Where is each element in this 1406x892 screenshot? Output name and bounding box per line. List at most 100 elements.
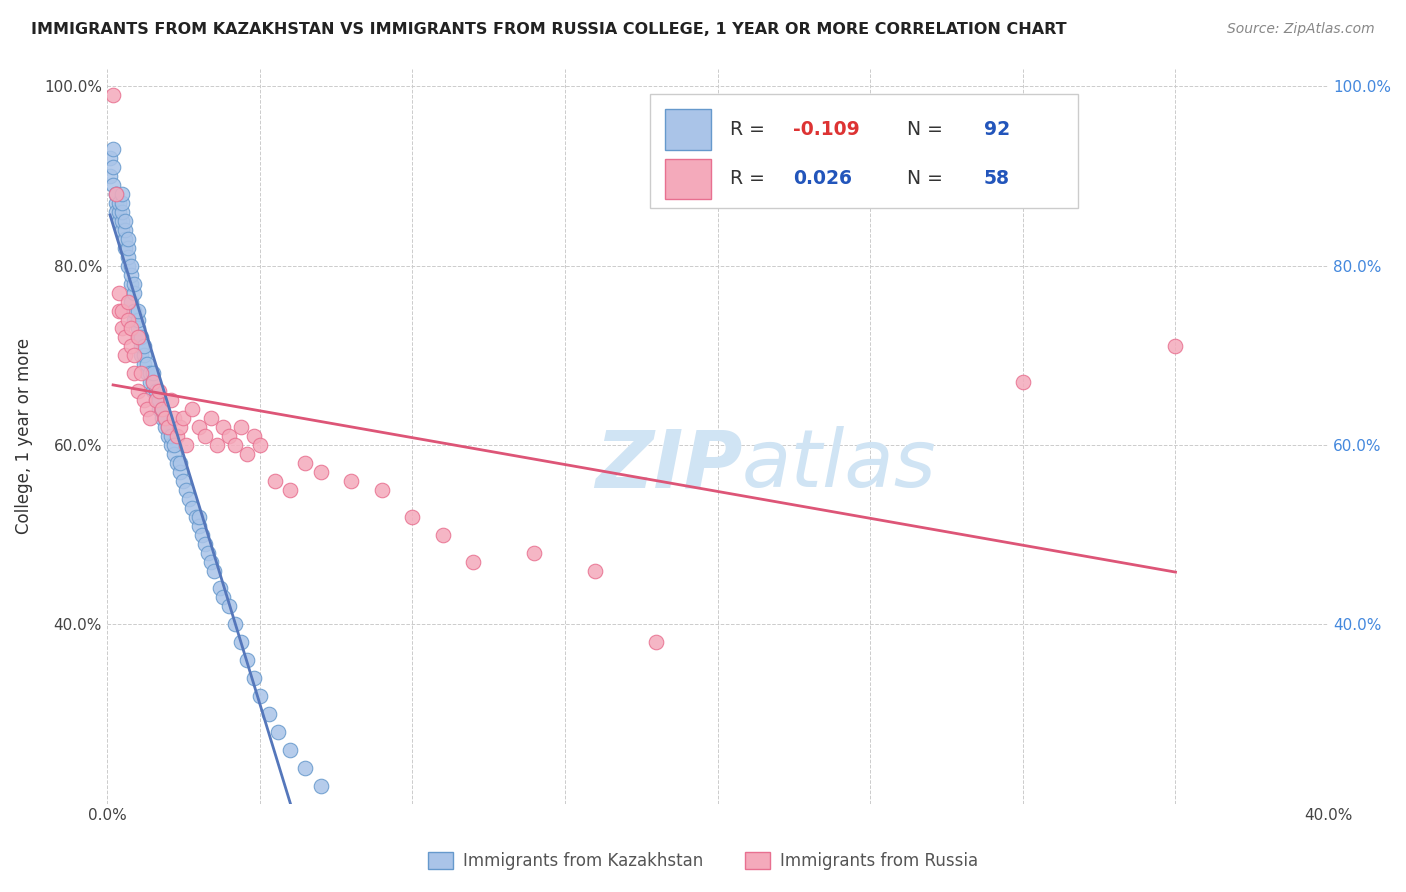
Point xyxy=(98,169,121,183)
Point xyxy=(120,294,142,309)
Point xyxy=(278,743,301,757)
Point xyxy=(218,429,240,443)
Point xyxy=(127,330,149,344)
Point xyxy=(231,420,253,434)
Point xyxy=(163,447,186,461)
Point xyxy=(108,285,131,300)
Point xyxy=(169,420,191,434)
Text: N =: N = xyxy=(894,169,949,188)
Point xyxy=(138,411,160,425)
Point xyxy=(153,411,176,425)
Text: IMMIGRANTS FROM KAZAKHSTAN VS IMMIGRANTS FROM RUSSIA COLLEGE, 1 YEAR OR MORE COR: IMMIGRANTS FROM KAZAKHSTAN VS IMMIGRANTS… xyxy=(31,22,1067,37)
Point xyxy=(105,187,128,202)
Point xyxy=(208,582,231,596)
Point xyxy=(108,214,131,228)
Point xyxy=(1164,339,1187,353)
Point xyxy=(127,312,149,326)
Point xyxy=(132,393,155,408)
Point xyxy=(111,303,134,318)
Point xyxy=(294,456,316,470)
Point xyxy=(645,635,668,649)
Point xyxy=(278,483,301,497)
Point xyxy=(105,187,128,202)
FancyBboxPatch shape xyxy=(651,95,1078,208)
Point xyxy=(145,393,167,408)
Point xyxy=(108,196,131,211)
Point xyxy=(181,402,204,417)
Point xyxy=(166,456,188,470)
Point xyxy=(114,232,136,246)
Point xyxy=(172,411,194,425)
Point xyxy=(194,536,217,550)
Point xyxy=(257,706,280,721)
Point xyxy=(117,312,139,326)
Point xyxy=(101,88,124,103)
Point xyxy=(114,330,136,344)
Point xyxy=(105,196,128,211)
Point xyxy=(108,205,131,219)
FancyBboxPatch shape xyxy=(665,110,711,150)
Point xyxy=(160,393,183,408)
Point xyxy=(117,241,139,255)
Point xyxy=(142,376,165,390)
Point xyxy=(105,187,128,202)
Point xyxy=(117,232,139,246)
Point xyxy=(157,429,180,443)
Point xyxy=(142,376,165,390)
Point xyxy=(309,465,332,479)
Point xyxy=(166,429,188,443)
Legend: Immigrants from Kazakhstan, Immigrants from Russia: Immigrants from Kazakhstan, Immigrants f… xyxy=(422,845,984,877)
Point xyxy=(224,438,246,452)
Text: 58: 58 xyxy=(984,169,1010,188)
Point xyxy=(194,429,217,443)
Point xyxy=(117,294,139,309)
Point xyxy=(127,303,149,318)
Point xyxy=(111,321,134,335)
Point xyxy=(98,151,121,165)
Point xyxy=(249,689,271,703)
Point xyxy=(124,367,146,381)
Point xyxy=(135,367,157,381)
Point xyxy=(120,321,142,335)
Point xyxy=(176,483,198,497)
Text: N =: N = xyxy=(894,120,949,139)
Point xyxy=(138,367,160,381)
Text: R =: R = xyxy=(730,120,770,139)
Point xyxy=(169,456,191,470)
Point xyxy=(224,617,246,632)
Point xyxy=(160,429,183,443)
Text: atlas: atlas xyxy=(742,426,936,505)
Point xyxy=(148,393,170,408)
Point xyxy=(135,357,157,371)
Point xyxy=(124,312,146,326)
Point xyxy=(114,241,136,255)
Point xyxy=(111,205,134,219)
Point xyxy=(176,438,198,452)
Point xyxy=(105,205,128,219)
Point xyxy=(202,564,225,578)
Point xyxy=(148,384,170,399)
Point xyxy=(120,268,142,282)
Point xyxy=(114,348,136,362)
Point xyxy=(432,527,454,541)
Point xyxy=(142,367,165,381)
Point xyxy=(132,348,155,362)
Point xyxy=(294,761,316,775)
Point xyxy=(197,546,219,560)
Point xyxy=(111,223,134,237)
Point xyxy=(218,599,240,614)
Point xyxy=(127,321,149,335)
Point xyxy=(129,339,152,353)
Point xyxy=(145,393,167,408)
FancyBboxPatch shape xyxy=(665,159,711,199)
Point xyxy=(205,438,228,452)
Point xyxy=(264,474,287,488)
Point xyxy=(127,384,149,399)
Point xyxy=(132,339,155,353)
Y-axis label: College, 1 year or more: College, 1 year or more xyxy=(15,338,32,534)
Point xyxy=(124,348,146,362)
Point xyxy=(150,411,173,425)
Point xyxy=(163,411,186,425)
Point xyxy=(145,384,167,399)
Point xyxy=(163,438,186,452)
